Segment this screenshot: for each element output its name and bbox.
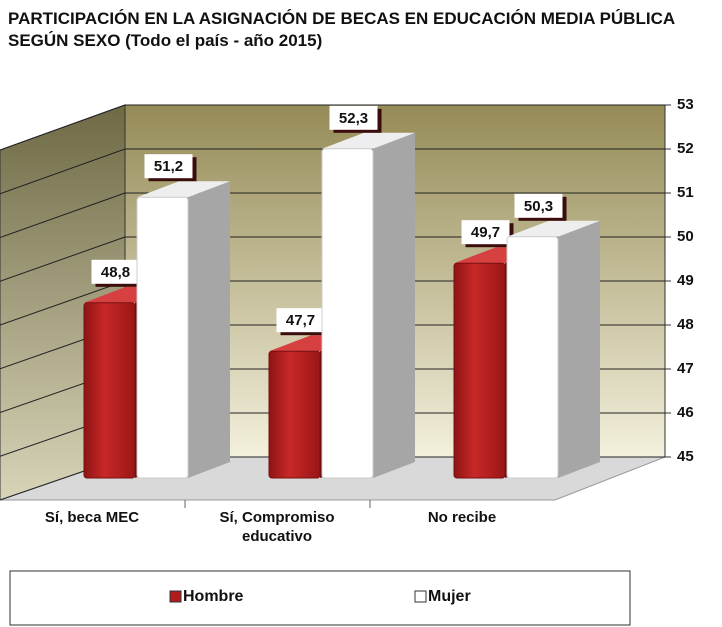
grid-line [0,280,126,326]
bar [506,220,600,479]
data-label: 47,7 [286,312,315,329]
label-box [329,105,378,130]
bar-side [188,181,230,478]
grid-line [0,104,126,151]
legend-box [9,570,631,626]
y-tick-label: 47 [677,360,694,377]
chart-title: PARTICIPACIÓN EN LA ASIGNACIÓN DE BECAS … [8,9,675,50]
grid-line [0,192,126,238]
bar-front [506,236,559,479]
data-label: 51,2 [154,158,183,175]
y-tick-label: 53 [677,96,694,113]
bar [321,132,415,479]
bar-side [373,132,415,479]
y-tick-label: 51 [677,184,694,201]
bar [136,181,230,479]
bar-front [136,196,189,479]
label-box [276,308,325,333]
bar-front [83,302,136,479]
y-tick-label: 46 [677,404,694,421]
y-tick-label: 45 [677,448,694,465]
bar-front [453,262,506,479]
label-box [91,259,140,284]
y-tick-label: 50 [677,228,694,245]
bar-front [268,350,321,479]
y-tick-label: 52 [677,140,694,157]
x-tick-label: Sí, beca MEC [44,509,140,526]
y-tick-label: 48 [677,316,694,333]
data-label: 48,8 [101,264,130,281]
label-box [461,220,510,245]
x-tick-label: No recibe [427,509,497,526]
data-label: 50,3 [524,198,553,215]
legend-swatch [414,590,427,603]
x-tick-label: Sí, Compromiso educativo [219,509,335,545]
bar-front [321,148,374,479]
legend-label: Hombre [183,588,244,605]
data-label: 49,7 [471,224,500,241]
grid-line [0,236,126,282]
legend-label: Mujer [428,588,471,605]
bar-top [322,132,415,149]
bar-top [507,220,600,237]
y-tick-label: 49 [677,272,694,289]
legend-swatch [169,590,182,603]
label-box [144,154,193,179]
bar-side [558,220,600,479]
grid-line [0,148,126,195]
data-label: 52,3 [339,110,368,127]
label-box [514,193,563,218]
bar-top [137,181,230,198]
